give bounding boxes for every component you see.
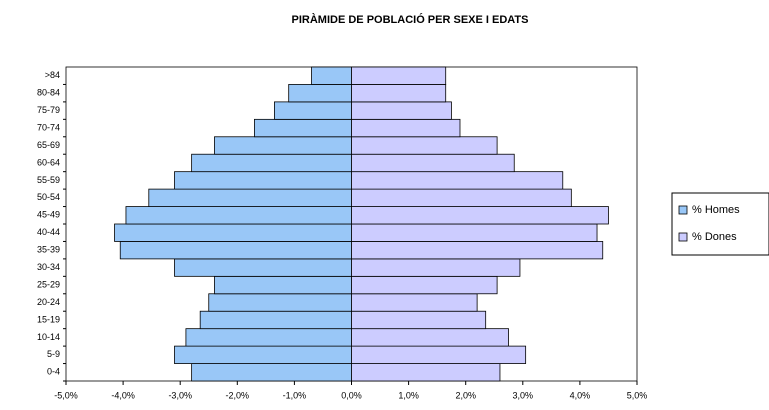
x-tick-label: 4,0% (570, 390, 591, 400)
y-tick-label: 15-19 (37, 314, 60, 324)
bar (351, 275, 498, 295)
bar (351, 66, 447, 85)
x-tick-label: 5,0% (627, 390, 648, 400)
bar (208, 293, 352, 312)
bar (351, 293, 478, 312)
bar (351, 206, 609, 225)
y-tick-label: 10-14 (37, 332, 60, 342)
bar (351, 223, 598, 242)
y-tick-label: 5-9 (47, 349, 60, 359)
y-tick-label: 0-4 (47, 367, 60, 377)
x-tick-label: 1,0% (398, 390, 419, 400)
y-tick-label: 30-34 (37, 262, 60, 272)
y-tick-label: 65-69 (37, 140, 60, 150)
bar (191, 153, 352, 173)
bar (274, 101, 352, 120)
y-tick-label: 25-29 (37, 279, 60, 289)
bar (351, 84, 447, 103)
bar (311, 66, 352, 85)
bar (351, 101, 452, 120)
y-tick-label: 80-84 (37, 88, 60, 98)
y-tick-label: 45-49 (37, 210, 60, 220)
bar (199, 310, 352, 330)
x-tick-label: -4,0% (111, 390, 135, 400)
bar (351, 241, 604, 260)
y-tick-label: 40-44 (37, 227, 60, 237)
x-tick-label: 2,0% (455, 390, 476, 400)
bar (185, 328, 352, 347)
legend-box (671, 192, 769, 256)
bar (119, 241, 352, 260)
bar (214, 136, 352, 155)
bar (174, 258, 352, 277)
bar (214, 275, 352, 295)
y-tick-label: 60-64 (37, 157, 60, 167)
chart-title: PIRÀMIDE DE POBLACIÓ PER SEXE I EDATS (292, 13, 529, 26)
x-tick-label: -2,0% (226, 390, 250, 400)
y-tick-label: 75-79 (37, 105, 60, 115)
y-tick-label: 35-39 (37, 245, 60, 255)
bar (288, 84, 352, 103)
x-tick-label: -1,0% (283, 390, 307, 400)
y-tick-label: >84 (45, 70, 60, 80)
bar (351, 171, 564, 190)
bar (254, 118, 352, 138)
bar (174, 171, 352, 190)
bar (351, 188, 572, 207)
legend-label: % Dones (692, 231, 737, 243)
y-tick-label: 70-74 (37, 122, 60, 132)
bar (351, 345, 527, 364)
x-tick-label: -3,0% (168, 390, 192, 400)
x-tick-label: 3,0% (513, 390, 534, 400)
legend-label: % Homes (692, 204, 740, 216)
y-tick-label: 55-59 (37, 175, 60, 185)
x-tick-label: 0,0% (341, 390, 362, 400)
bar (351, 136, 498, 155)
bar (191, 363, 352, 382)
x-tick-label: -5,0% (54, 390, 78, 400)
bar (351, 328, 509, 347)
bar (114, 223, 352, 242)
bar (148, 188, 352, 207)
bar (351, 118, 461, 138)
y-tick-label: 50-54 (37, 192, 60, 202)
bar (351, 153, 515, 173)
bar (351, 258, 521, 277)
bar (351, 363, 501, 382)
bar (351, 310, 487, 330)
legend-swatch (678, 232, 688, 242)
bar (174, 345, 352, 364)
bar (125, 206, 352, 225)
legend-swatch (678, 205, 688, 215)
y-tick-label: 20-24 (37, 297, 60, 307)
